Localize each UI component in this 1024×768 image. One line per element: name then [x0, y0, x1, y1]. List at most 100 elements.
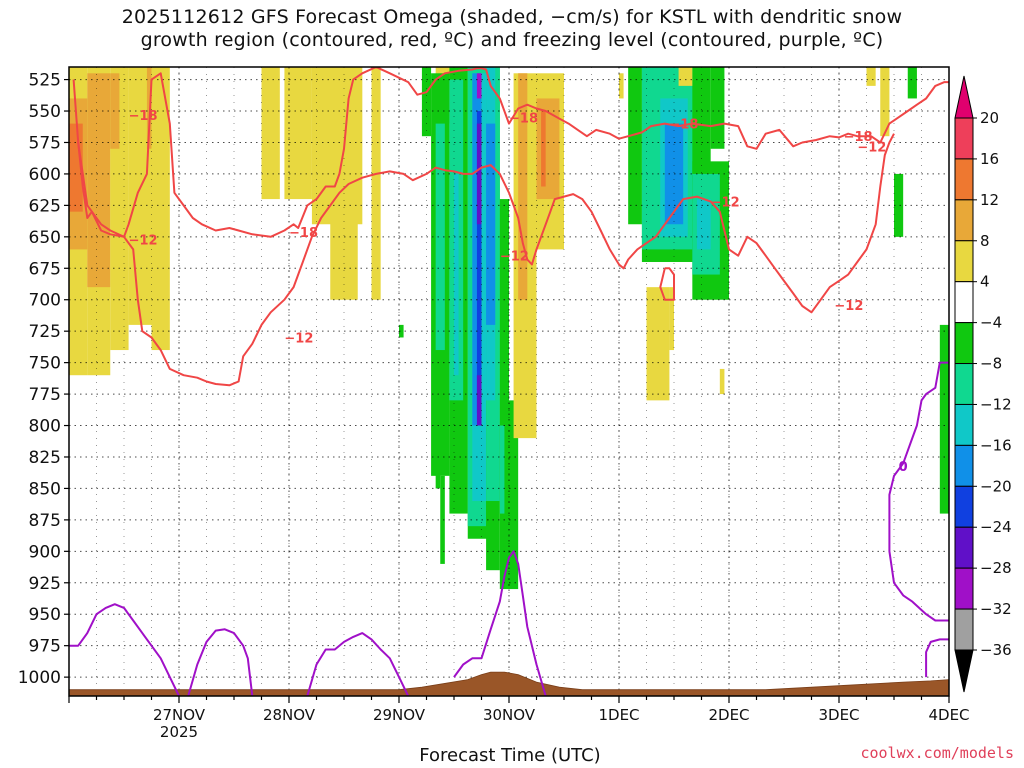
y-tick-label-850: 850 — [29, 479, 61, 499]
omega-cell-45 — [628, 67, 642, 225]
freezing-contour-0 — [69, 603, 180, 696]
omega-cell-28 — [476, 375, 482, 426]
freezing-contour-2 — [306, 632, 410, 696]
red-contour-label-2: −18 — [509, 111, 538, 126]
omega-cell-21 — [454, 173, 459, 376]
omega-cell-39 — [440, 475, 445, 564]
x-tick-label-1DEC: 1DEC — [598, 706, 639, 724]
omega-cell-54 — [678, 67, 693, 86]
colorbar-swatch-5 — [954, 322, 974, 365]
y-tick-label-825: 825 — [29, 448, 61, 468]
omega-cell-18 — [435, 123, 445, 351]
site-credit: coolwx.com/models — [860, 744, 1014, 762]
omega-cell-38 — [435, 463, 441, 489]
y-tick-label-700: 700 — [29, 291, 61, 311]
x-tick-label-29NOV: 29NOV — [373, 706, 426, 724]
red-contour-label-5: −12 — [129, 233, 158, 248]
colorbar-label-8: −16 — [980, 436, 1012, 454]
colorbar-swatch-12 — [954, 608, 974, 651]
red-contour-label-9: −12 — [857, 140, 886, 155]
omega-cell-53 — [710, 67, 725, 149]
chart-title: 2025112612 GFS Forecast Omega (shaded, −… — [0, 6, 1024, 52]
freezing-contour-1 — [187, 628, 254, 696]
red-contour-label-7: −12 — [500, 250, 529, 265]
omega-cell-6 — [110, 73, 120, 149]
colorbar-swatch-1 — [954, 158, 974, 201]
terrain-fill — [69, 671, 949, 696]
omega-cell-14 — [371, 67, 381, 300]
y-tick-label-775: 775 — [29, 385, 61, 405]
y-tick-label-1000: 1000 — [18, 668, 61, 688]
freezing-contour-4 — [888, 361, 949, 622]
omega-cell-10 — [261, 67, 280, 200]
x-tick-label-4DEC: 4DEC — [928, 706, 969, 724]
y-tick-label-575: 575 — [29, 133, 61, 153]
red-contour-2 — [659, 267, 675, 301]
red-contour-label-10: −12 — [834, 299, 863, 314]
colorbar-swatch-2 — [954, 199, 974, 242]
colorbar-swatch-8 — [954, 444, 974, 487]
omega-cell-62 — [907, 67, 917, 99]
colorbar-swatch-0 — [954, 117, 974, 160]
freezing-contour-5 — [925, 638, 949, 678]
omega-cell-29 — [476, 73, 482, 99]
omega-cell-27 — [476, 123, 482, 225]
y-axis: 525 550 575 600 625 650 675 700 725 750 775 800 825 8… — [18, 71, 69, 688]
freezing-contour-3 — [453, 550, 547, 696]
omega-cell-33 — [486, 123, 496, 325]
y-tick-label-875: 875 — [29, 511, 61, 531]
terrain — [69, 671, 949, 696]
omega-cell-42 — [518, 73, 528, 300]
omega-cell-4 — [87, 73, 111, 288]
y-tick-label-950: 950 — [29, 605, 61, 625]
omega-cell-44 — [541, 111, 546, 187]
colorbar-swatch-7 — [954, 403, 974, 446]
red-contour-label-3: −18 — [669, 118, 698, 133]
chart-grid — [69, 67, 950, 696]
omega-cell-56 — [669, 287, 674, 351]
y-tick-label-650: 650 — [29, 228, 61, 248]
colorbar-label-9: −20 — [980, 477, 1012, 495]
dendritic-contours — [72, 67, 949, 387]
colorbar-label-3: 8 — [980, 232, 990, 250]
colorbar-label-7: −12 — [980, 395, 1012, 413]
red-contour-0 — [72, 67, 949, 238]
chart-title-line1: 2025112612 GFS Forecast Omega (shaded, −… — [121, 6, 903, 28]
freezing-contour-label: 0 — [899, 460, 908, 475]
y-tick-label-900: 900 — [29, 542, 61, 562]
y-tick-label-750: 750 — [29, 354, 61, 374]
colorbar-label-1: 16 — [980, 150, 999, 168]
omega-cell-9 — [151, 67, 170, 351]
x-axis-title: Forecast Time (UTC) — [419, 745, 601, 766]
x-tick-label-28NOV: 28NOV — [263, 706, 316, 724]
omega-cell-16 — [421, 67, 432, 137]
colorbar-label-6: −8 — [980, 355, 1002, 373]
red-contour-label-1: −18 — [289, 226, 318, 241]
omega-cell-60 — [880, 67, 890, 137]
omega-cell-37 — [399, 324, 404, 338]
omega-cell-61 — [894, 173, 904, 237]
colorbar-top-arrow — [954, 75, 974, 119]
omega-cell-57 — [719, 368, 725, 395]
x-tick-label-27NOV: 27NOV — [153, 706, 206, 724]
colorbar-swatch-11 — [954, 567, 974, 610]
y-tick-label-925: 925 — [29, 574, 61, 594]
red-contour-label-8: −12 — [711, 196, 740, 211]
y-tick-label-600: 600 — [29, 165, 61, 185]
chart-title-line2: growth region (contoured, red, ºC) and f… — [140, 29, 884, 51]
y-tick-label-725: 725 — [29, 322, 61, 342]
freezing-level-contours — [69, 361, 949, 696]
colorbar-swatch-4 — [954, 281, 974, 324]
x-tick-label-30NOV: 30NOV — [483, 706, 536, 724]
colorbar-swatch-9 — [954, 485, 974, 528]
y-tick-label-625: 625 — [29, 196, 61, 216]
omega-cell-26 — [476, 111, 482, 413]
omega-cell-63 — [939, 324, 949, 514]
omega-cell-55 — [646, 287, 670, 401]
colorbar-swatch-3 — [954, 240, 974, 283]
colorbar: 20 16 12 8 4 −4 −8 −12 −16 −20 −24 −28 −32 −36 — [954, 75, 1012, 693]
colorbar-label-4: 4 — [980, 273, 990, 291]
red-contour-label-6: −12 — [284, 331, 313, 346]
